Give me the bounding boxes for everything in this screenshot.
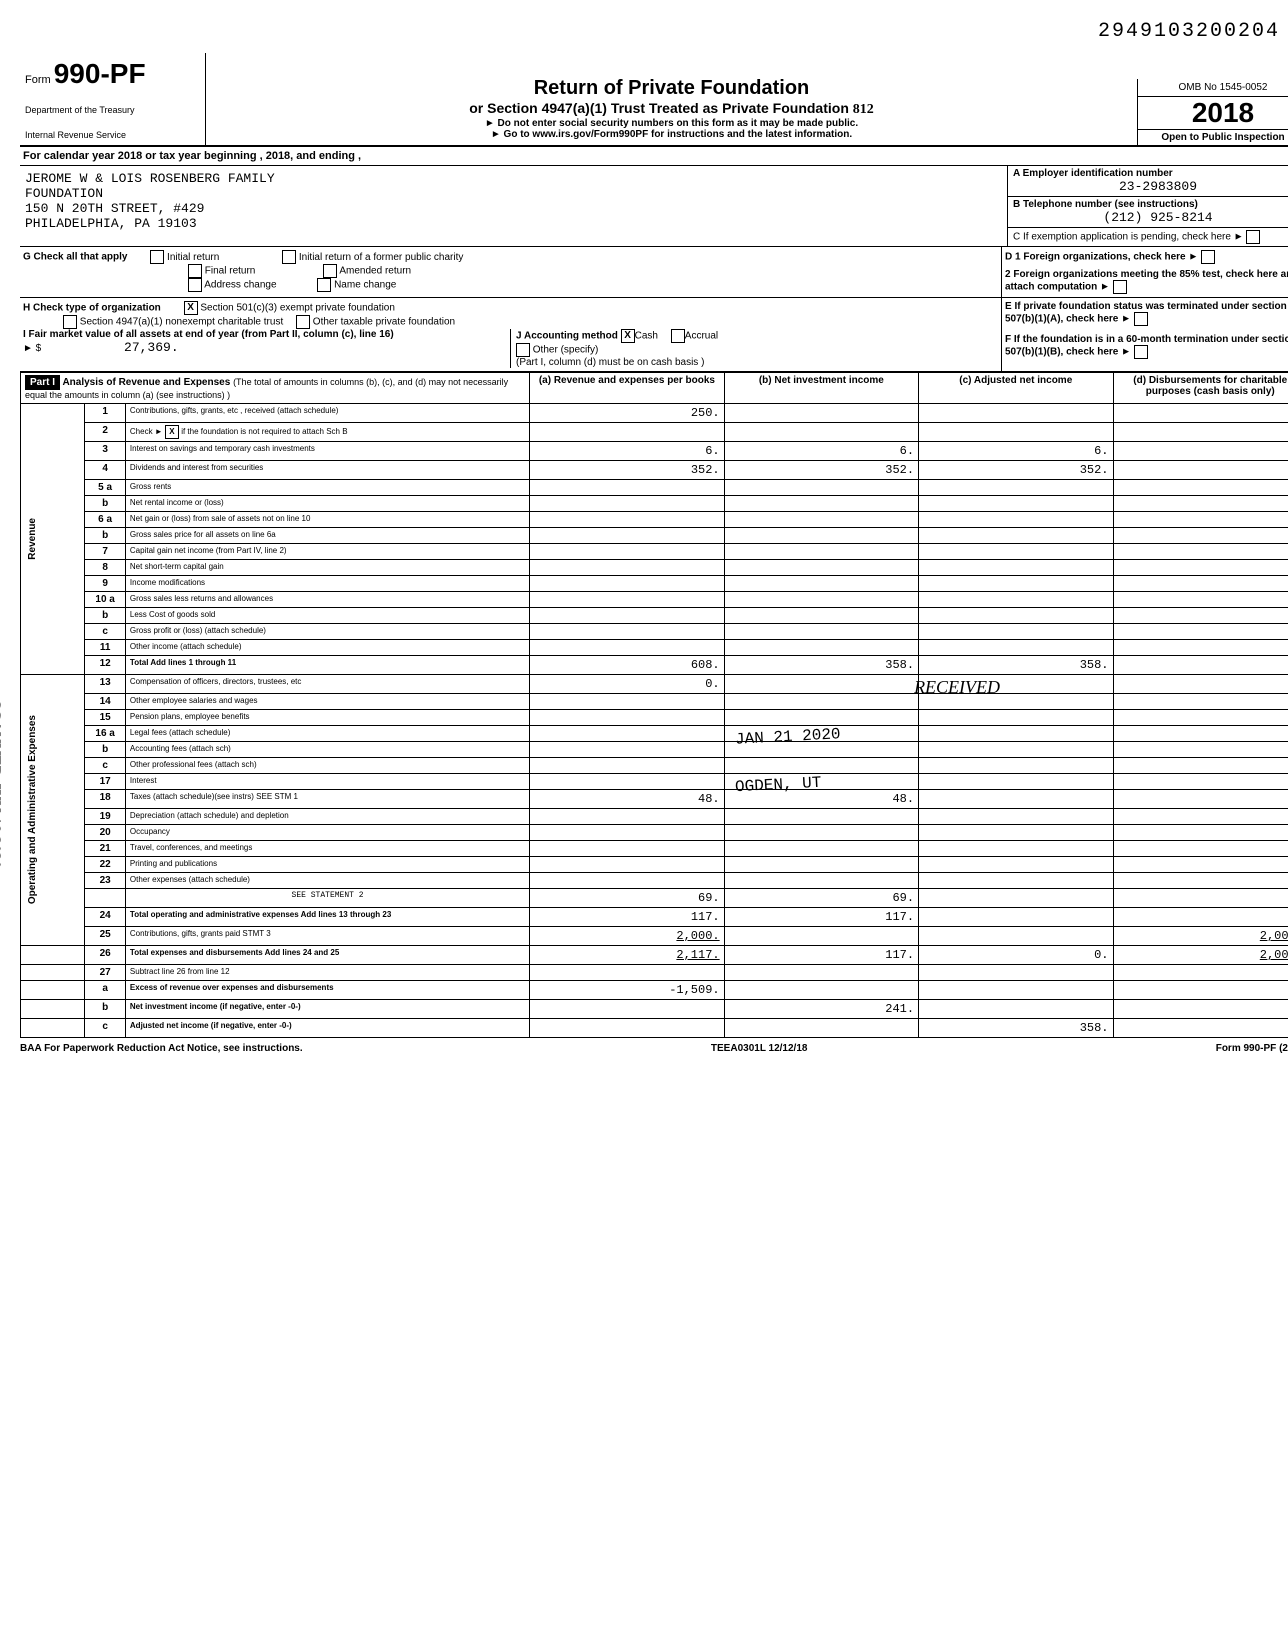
- h-label: H Check type of organization: [23, 303, 161, 314]
- col-a-header: (a) Revenue and expenses per books: [530, 373, 724, 404]
- section-h-i-j: H Check type of organization X Section 5…: [20, 298, 1002, 371]
- 4947-checkbox[interactable]: [63, 315, 77, 329]
- box-c: C If exemption application is pending, c…: [1008, 228, 1288, 246]
- sch-b-checkbox[interactable]: X: [165, 425, 179, 439]
- 501c3-checkbox[interactable]: X: [184, 301, 198, 315]
- document-id-number: 2949103200204 0: [20, 20, 1288, 43]
- box-b: B Telephone number (see instructions) (2…: [1008, 197, 1288, 228]
- org-addr-1: 150 N 20TH STREET, #429: [25, 201, 1002, 216]
- g-label: G Check all that apply: [23, 252, 127, 263]
- revenue-section-label: Revenue: [25, 508, 40, 570]
- form-prefix: Form: [25, 74, 51, 86]
- other-taxable-checkbox[interactable]: [296, 315, 310, 329]
- check-section-h: H Check type of organization X Section 5…: [20, 298, 1288, 372]
- exemption-checkbox[interactable]: [1246, 230, 1260, 244]
- ein-label: A Employer identification number: [1013, 168, 1288, 179]
- ein-value: 23-2983809: [1013, 179, 1288, 194]
- section-g: G Check all that apply Initial return In…: [20, 247, 1002, 297]
- expenses-section-label: Operating and Administrative Expenses: [25, 705, 40, 914]
- org-address: JEROME W & LOIS ROSENBERG FAMILY FOUNDAT…: [20, 166, 1008, 246]
- accrual-checkbox[interactable]: [671, 329, 685, 343]
- phone-label: B Telephone number (see instructions): [1013, 199, 1288, 210]
- form-header: Form 990-PF Department of the Treasury I…: [20, 53, 1288, 147]
- part1-title: Analysis of Revenue and Expenses: [62, 377, 230, 388]
- org-name-1: JEROME W & LOIS ROSENBERG FAMILY: [25, 171, 1002, 186]
- scanned-stamp: SCANNED JUN 18 2020: [0, 700, 3, 868]
- form-number: 990-PF: [54, 58, 146, 89]
- dept-irs: Internal Revenue Service: [25, 130, 195, 140]
- d1-label: D 1 Foreign organizations, check here: [1005, 252, 1186, 263]
- tax-year: 2018: [1138, 97, 1288, 129]
- year-box: OMB No 1545-0052 2018 Open to Public Ins…: [1137, 79, 1288, 145]
- calendar-year-row: For calendar year 2018 or tax year begin…: [20, 147, 1288, 166]
- instruction-2: ► Go to www.irs.gov/Form990PF for instru…: [211, 129, 1132, 140]
- handwritten-note: 812: [853, 102, 874, 117]
- footer-right: Form 990-PF (2018): [1216, 1043, 1288, 1054]
- received-stamp: RECEIVED: [914, 677, 1000, 698]
- i-label: I Fair market value of all assets at end…: [23, 329, 394, 340]
- col-b-header: (b) Net investment income: [724, 373, 918, 404]
- exemption-label: C If exemption application is pending, c…: [1013, 232, 1244, 243]
- name-change-checkbox[interactable]: [317, 278, 331, 292]
- org-name-2: FOUNDATION: [25, 186, 1002, 201]
- col-d-header: (d) Disbursements for charitable purpose…: [1113, 373, 1288, 404]
- part1-table: Part I Analysis of Revenue and Expenses …: [20, 372, 1288, 1038]
- foreign-85-checkbox[interactable]: [1113, 280, 1127, 294]
- cash-checkbox[interactable]: X: [621, 329, 635, 343]
- initial-return-checkbox[interactable]: [150, 250, 164, 264]
- instruction-1: ► Do not enter social security numbers o…: [211, 118, 1132, 129]
- page-footer: BAA For Paperwork Reduction Act Notice, …: [20, 1043, 1288, 1054]
- omb-number: OMB No 1545-0052: [1138, 79, 1288, 97]
- phone-value: (212) 925-8214: [1013, 210, 1288, 225]
- e-checkbox[interactable]: [1134, 312, 1148, 326]
- footer-mid: TEEA0301L 12/12/18: [711, 1043, 808, 1054]
- section-e-f: E If private foundation status was termi…: [1002, 298, 1288, 371]
- check-section-g: G Check all that apply Initial return In…: [20, 247, 1288, 298]
- sub-title: or Section 4947(a)(1) Trust Treated as P…: [211, 100, 1132, 118]
- form-number-box: Form 990-PF Department of the Treasury I…: [20, 53, 206, 145]
- box-a: A Employer identification number 23-2983…: [1008, 166, 1288, 197]
- address-change-checkbox[interactable]: [188, 278, 202, 292]
- section-d: D 1 Foreign organizations, check here ► …: [1002, 247, 1288, 297]
- org-info-section: JEROME W & LOIS ROSENBERG FAMILY FOUNDAT…: [20, 166, 1288, 247]
- other-method-checkbox[interactable]: [516, 343, 530, 357]
- amended-return-checkbox[interactable]: [323, 264, 337, 278]
- id-info: A Employer identification number 23-2983…: [1008, 166, 1288, 246]
- main-title: Return of Private Foundation: [211, 77, 1132, 100]
- org-addr-2: PHILADELPHIA, PA 19103: [25, 216, 1002, 231]
- final-return-checkbox[interactable]: [188, 264, 202, 278]
- j-label: J Accounting method: [516, 331, 618, 342]
- dept-treasury: Department of the Treasury: [25, 105, 195, 115]
- title-box: Return of Private Foundation or Section …: [206, 72, 1137, 145]
- footer-left: BAA For Paperwork Reduction Act Notice, …: [20, 1043, 303, 1054]
- part1-header: Part I: [25, 375, 60, 390]
- f-checkbox[interactable]: [1134, 345, 1148, 359]
- public-inspection: Open to Public Inspection: [1138, 129, 1288, 145]
- d2-label: 2 Foreign organizations meeting the 85% …: [1005, 269, 1288, 293]
- former-public-checkbox[interactable]: [282, 250, 296, 264]
- foreign-org-checkbox[interactable]: [1201, 250, 1215, 264]
- cash-basis-note: (Part I, column (d) must be on cash basi…: [516, 357, 998, 368]
- fmv-value: 27,369.: [124, 340, 179, 355]
- col-c-header: (c) Adjusted net income: [919, 373, 1113, 404]
